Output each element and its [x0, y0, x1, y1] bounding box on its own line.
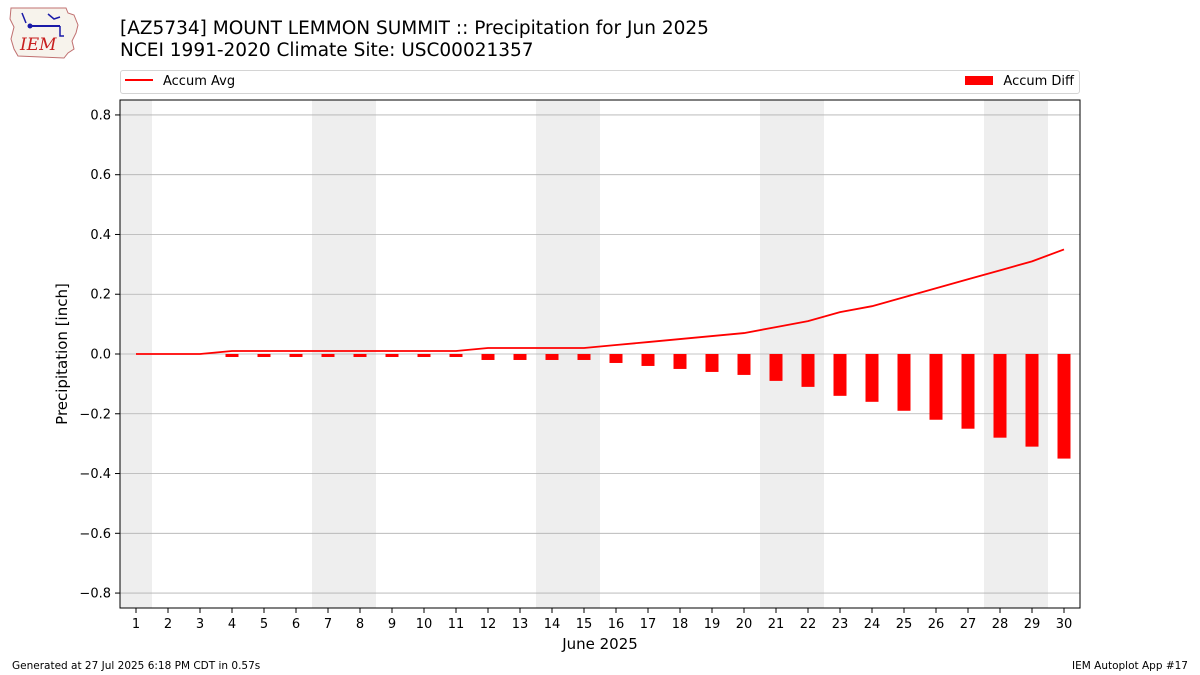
chart-legend: Accum Avg Accum Diff: [120, 70, 1080, 94]
x-tick-label: 19: [704, 617, 721, 632]
accum-diff-bar-day-19: [705, 354, 719, 372]
y-tick-label: 0.0: [90, 348, 111, 363]
accum-diff-bar-day-15: [577, 354, 591, 360]
axes: [115, 99, 1081, 613]
y-tick-label: −0.4: [79, 467, 111, 482]
x-tick-label: 15: [576, 617, 593, 632]
y-axis-label: Precipitation [inch]: [53, 283, 71, 425]
x-tick-label: 16: [608, 617, 625, 632]
accum-diff-bar-day-13: [513, 354, 527, 360]
x-tick-label: 20: [736, 617, 753, 632]
accum-diff-bar-day-20: [737, 354, 751, 375]
accum-diff-bar-day-4: [225, 354, 239, 357]
x-axis-label: June 2025: [561, 635, 638, 653]
legend-bar-swatch: [965, 76, 994, 85]
legend-label-accum-diff: Accum Diff: [1003, 74, 1074, 89]
accum-diff-bar-day-29: [1025, 354, 1039, 447]
x-tick-label: 5: [260, 617, 268, 632]
x-tick-label: 6: [292, 617, 300, 632]
x-tick-label: 23: [832, 617, 849, 632]
accum-diff-bar-day-26: [929, 354, 943, 420]
weekend-shading: [120, 100, 1048, 608]
y-tick-label: 0.8: [90, 108, 111, 123]
chart-subtitle: NCEI 1991-2020 Climate Site: USC00021357: [120, 40, 534, 61]
accum-diff-bar-day-9: [385, 354, 399, 357]
accum-diff-bar-day-30: [1057, 354, 1071, 459]
accum-diff-bar-day-11: [449, 354, 463, 357]
x-tick-label: 28: [992, 617, 1009, 632]
logo-text: IEM: [19, 35, 57, 55]
x-tick-label: 25: [896, 617, 913, 632]
accum-diff-bar-day-21: [769, 354, 783, 381]
accum-diff-bar-day-25: [897, 354, 911, 411]
accum-avg-line-group: [136, 248, 1065, 355]
x-tick-label: 11: [448, 617, 465, 632]
accum-diff-bar-day-14: [545, 354, 559, 360]
x-tick-label: 29: [1024, 617, 1041, 632]
x-tick-label: 7: [324, 617, 332, 632]
x-tick-label: 9: [388, 617, 396, 632]
y-tick-label: −0.6: [79, 527, 111, 542]
x-tick-label: 12: [480, 617, 497, 632]
x-tick-label: 30: [1056, 617, 1073, 632]
accum-diff-bar-day-27: [961, 354, 975, 429]
accum-diff-bar-day-6: [289, 354, 303, 357]
accum-diff-bar-day-12: [481, 354, 495, 360]
generated-note: Generated at 27 Jul 2025 6:18 PM CDT in …: [12, 660, 261, 672]
accum-diff-bar-day-24: [865, 354, 879, 402]
x-tick-label: 26: [928, 617, 945, 632]
accum-diff-bar-day-18: [673, 354, 687, 369]
x-tick-label: 8: [356, 617, 364, 632]
accum-diff-bar-day-16: [609, 354, 623, 363]
accum-diff-bar-day-17: [641, 354, 655, 366]
grid-lines: [120, 114, 1080, 594]
y-tick-label: 0.4: [90, 228, 111, 243]
y-tick-label: −0.2: [79, 407, 111, 422]
x-tick-label: 17: [640, 617, 657, 632]
x-tick-label: 27: [960, 617, 977, 632]
legend-item-accum-avg: Accum Avg: [125, 74, 235, 89]
x-tick-label: 10: [416, 617, 433, 632]
accum-diff-bar-day-23: [833, 354, 847, 396]
x-tick-label: 18: [672, 617, 689, 632]
legend-line-swatch: [125, 78, 153, 81]
y-tick-label: 0.2: [90, 288, 111, 303]
accum-diff-bar-day-22: [801, 354, 815, 387]
legend-item-accum-diff: Accum Diff: [965, 74, 1074, 89]
x-tick-label: 21: [768, 617, 785, 632]
y-tick-label: −0.8: [79, 587, 111, 602]
x-tick-label: 13: [512, 617, 529, 632]
accum-diff-bar-day-10: [417, 354, 431, 357]
tick-labels: −0.8−0.6−0.4−0.20.00.20.40.60.81 2 3 4 5 6 7 8 9…: [79, 108, 1072, 632]
x-tick-label: 1: [132, 617, 140, 632]
legend-label-accum-avg: Accum Avg: [163, 74, 236, 89]
chart-title: [AZ5734] MOUNT LEMMON SUMMIT :: Precipit…: [120, 18, 709, 39]
accum-diff-bar-day-28: [993, 354, 1007, 438]
accum-diff-bar-day-8: [353, 354, 367, 357]
plot-frame: [119, 99, 1081, 609]
iem-logo: IEM: [9, 7, 79, 59]
x-tick-label: 3: [196, 617, 204, 632]
x-tick-label: 24: [864, 617, 881, 632]
x-tick-label: 4: [228, 617, 236, 632]
accum-diff-bars: [225, 354, 1071, 459]
accum-diff-bar-day-5: [257, 354, 271, 357]
y-tick-label: 0.6: [90, 168, 111, 183]
x-tick-label: 22: [800, 617, 817, 632]
x-tick-label: 14: [544, 617, 561, 632]
accum-diff-bar-day-7: [321, 354, 335, 357]
app-note: IEM Autoplot App #17: [1072, 660, 1188, 672]
x-tick-label: 2: [164, 617, 172, 632]
accum-avg-line: [136, 248, 1065, 355]
